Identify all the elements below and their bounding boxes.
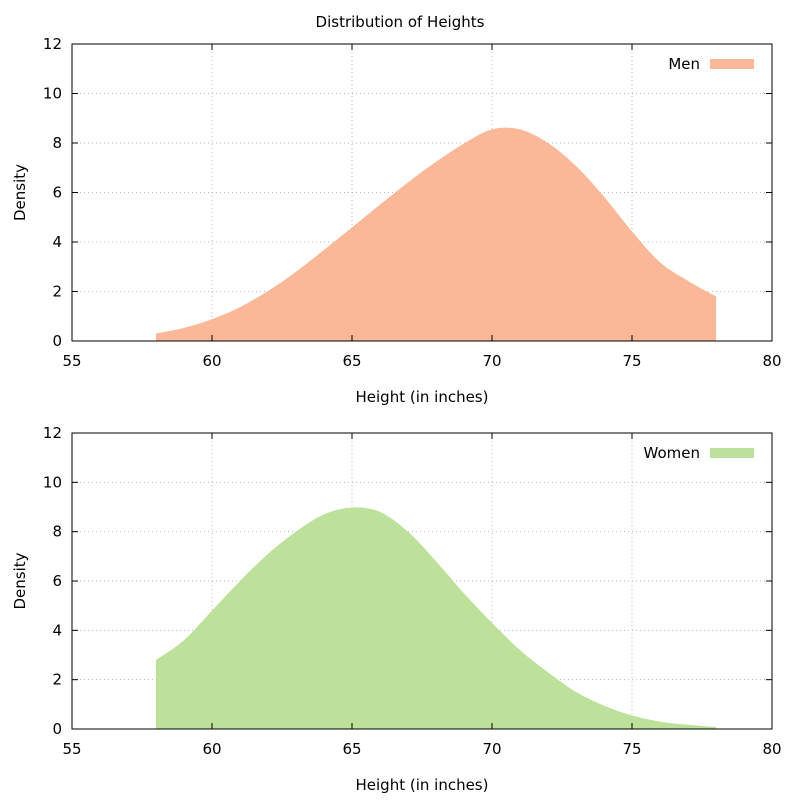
y-tick-label: 4 xyxy=(52,233,62,251)
y-tick-label: 10 xyxy=(43,473,62,491)
x-tick-label: 75 xyxy=(622,740,641,758)
y-tick-label: 2 xyxy=(52,283,62,301)
y-tick-label: 12 xyxy=(43,424,62,442)
x-axis-label: Height (in inches) xyxy=(356,776,489,794)
legend-swatch-women xyxy=(710,448,754,458)
men-panel: Men 55 60 65 70 75 80 0 2 4 6 8 10 12 Height (in inche… xyxy=(11,35,782,406)
area-women xyxy=(156,507,716,729)
y-tick-label: 8 xyxy=(52,523,62,541)
x-tick-label: 55 xyxy=(62,740,81,758)
x-tick-label: 65 xyxy=(342,740,361,758)
y-tick-label: 0 xyxy=(52,720,62,738)
legend-label-women: Women xyxy=(644,444,700,462)
x-axis-label: Height (in inches) xyxy=(356,388,489,406)
y-axis-label: Density xyxy=(11,552,29,609)
y-tick-label: 4 xyxy=(52,621,62,639)
x-tick-label: 60 xyxy=(202,740,221,758)
y-tick-label: 8 xyxy=(52,134,62,152)
y-tick-label: 6 xyxy=(52,572,62,590)
y-tick-label: 6 xyxy=(52,184,62,202)
x-tick-label: 80 xyxy=(762,352,781,370)
y-axis-label: Density xyxy=(11,164,29,221)
women-panel: Women 55 60 65 70 75 80 0 2 4 6 8 10 12 Height (in inc… xyxy=(11,424,782,794)
y-tick-label: 12 xyxy=(43,35,62,53)
x-tick-label: 80 xyxy=(762,740,781,758)
x-tick-label: 60 xyxy=(202,352,221,370)
x-tick-label: 55 xyxy=(62,352,81,370)
x-tick-label: 65 xyxy=(342,352,361,370)
x-tick-label: 70 xyxy=(482,740,501,758)
legend-swatch-men xyxy=(710,59,754,69)
area-men xyxy=(156,127,716,341)
x-tick-label: 70 xyxy=(482,352,501,370)
y-tick-label: 10 xyxy=(43,85,62,103)
legend-label-men: Men xyxy=(668,55,700,73)
y-tick-label: 2 xyxy=(52,671,62,689)
x-tick-label: 75 xyxy=(622,352,641,370)
y-tick-label: 0 xyxy=(52,332,62,350)
chart-title: Distribution of Heights xyxy=(316,13,485,31)
